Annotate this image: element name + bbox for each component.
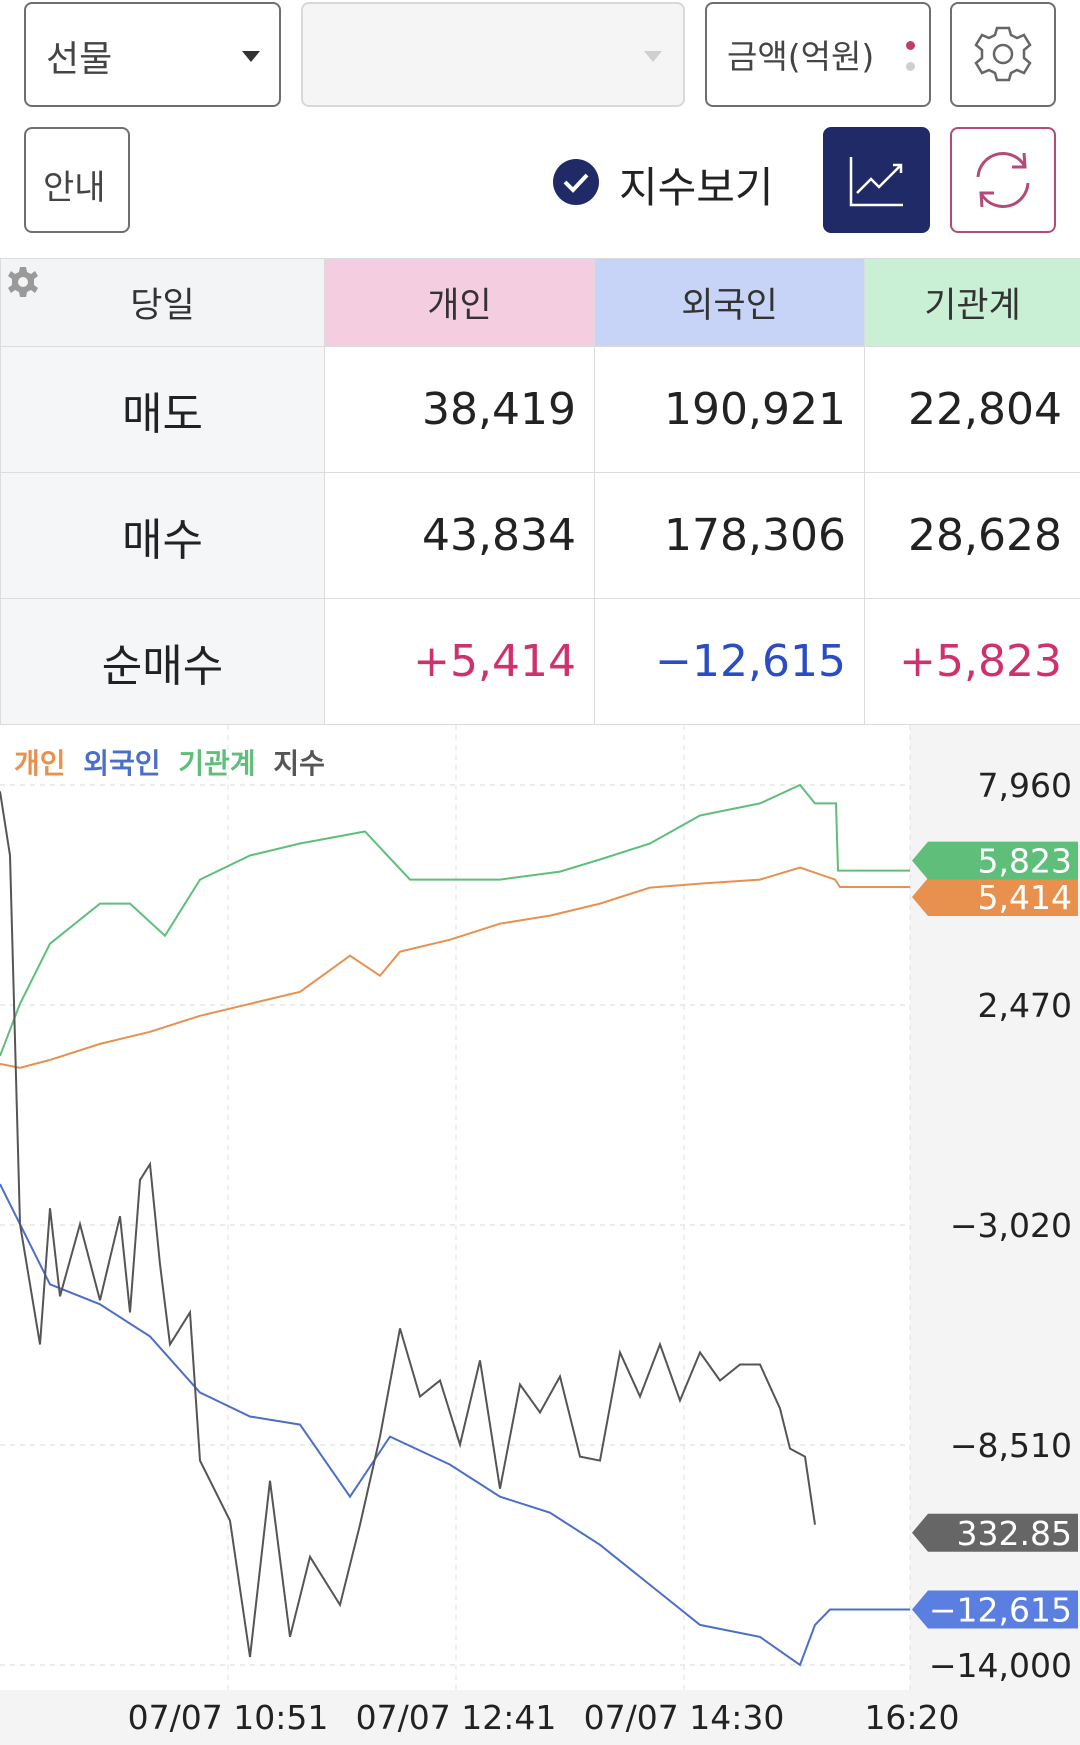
index-toggle-label: 지수보기: [619, 163, 774, 212]
index-toggle[interactable]: 지수보기: [552, 150, 782, 212]
end-label-text: 5,823: [978, 842, 1072, 881]
refresh-button[interactable]: [950, 127, 1056, 233]
cell-value: 43,834: [324, 472, 595, 599]
chart-legend: 개인 외국인 기관계 지수: [14, 742, 333, 782]
chart-lines: [0, 783, 910, 1667]
cell-value: 190,921: [594, 346, 865, 473]
y-tick-label: −3,020: [950, 1206, 1072, 1245]
end-label-개인: 5,414: [912, 878, 1078, 917]
investor-table: 당일 개인 외국인 기관계 매도 38,419 190,921 22,804 매…: [0, 258, 1080, 725]
chevron-down-icon: [242, 51, 260, 62]
end-label-tag: [912, 1513, 1078, 1552]
cell-value: 38,419: [324, 346, 595, 473]
end-label-tag: [912, 1590, 1078, 1629]
market-select-label: 선물: [46, 39, 113, 80]
end-label-tag: [912, 841, 1078, 880]
check-circle-icon: [553, 159, 599, 205]
legend-individual: 개인: [14, 747, 66, 780]
market-select[interactable]: 선물: [24, 2, 281, 107]
x-tick-label: 07/07 14:30: [584, 1698, 785, 1737]
row-label-buy: 매수: [0, 472, 325, 599]
header-foreign: 외국인: [594, 258, 865, 347]
end-label-text: 5,414: [978, 878, 1072, 917]
cell-value: 28,628: [864, 472, 1080, 599]
cell-value: −12,615: [594, 598, 865, 725]
series-line-개인: [0, 866, 910, 1069]
table-header: 당일 개인 외국인 기관계: [0, 258, 1080, 347]
series-line-지수: [0, 791, 816, 1658]
table-row: 순매수 +5,414 −12,615 +5,823: [0, 598, 1080, 725]
end-label-기관계: 5,823: [912, 841, 1078, 881]
legend-index: 지수: [273, 747, 325, 780]
settings-button[interactable]: [950, 2, 1056, 107]
refresh-icon: [976, 152, 1030, 208]
header-today: 당일: [0, 258, 325, 347]
chevron-down-icon: [644, 51, 662, 62]
row-label-sell: 매도: [0, 346, 325, 473]
y-axis-ticks: 7,960 2,470 −3,020 −8,510 −14,000: [929, 766, 1072, 1685]
y-tick-label: −8,510: [950, 1426, 1072, 1465]
cell-value: +5,823: [864, 598, 1080, 725]
series-line-외국인: [0, 1183, 910, 1667]
cell-value: +5,414: [324, 598, 595, 725]
end-label-tag: [912, 878, 1078, 917]
end-label-지수: 332.85: [912, 1513, 1078, 1553]
y-tick-label: 7,960: [978, 766, 1072, 805]
legend-institution: 기관계: [178, 747, 256, 780]
x-tick-label: 07/07 10:51: [128, 1698, 329, 1737]
chart-grid: [0, 725, 1080, 1745]
x-axis-ticks: 07/07 10:51 07/07 12:41 07/07 14:30 16:20: [128, 1698, 960, 1737]
unit-select-label: 금액(억원): [727, 37, 875, 76]
cell-value: 22,804: [864, 346, 1080, 473]
cell-value: 178,306: [594, 472, 865, 599]
investor-chart: 7,960 2,470 −3,020 −8,510 −14,000 07/07 10:5…: [0, 725, 1080, 1745]
x-tick-label: 16:20: [864, 1698, 959, 1737]
header-individual: 개인: [324, 258, 595, 347]
unit-select[interactable]: 금액(억원): [705, 2, 931, 107]
x-axis-panel: [0, 1690, 1080, 1745]
y-tick-label: 2,470: [978, 986, 1072, 1025]
end-label-text: 332.85: [957, 1514, 1072, 1553]
guide-button[interactable]: 안내: [24, 127, 130, 233]
table-settings-icon[interactable]: [5, 264, 41, 300]
guide-button-label: 안내: [43, 168, 106, 208]
chart-view-button[interactable]: [823, 127, 930, 233]
series-line-기관계: [0, 783, 910, 1057]
x-tick-label: 07/07 12:41: [356, 1698, 557, 1737]
line-chart-icon: [849, 157, 903, 207]
row-label-net-buy: 순매수: [0, 598, 325, 725]
table-row: 매도 38,419 190,921 22,804: [0, 346, 1080, 473]
end-label-text: −12,615: [929, 1590, 1072, 1629]
end-label-외국인: −12,615: [912, 1590, 1078, 1629]
legend-foreign: 외국인: [83, 747, 161, 780]
gear-icon: [974, 26, 1032, 82]
chart-background: [0, 725, 1080, 1745]
menu-dot-icon: [906, 62, 915, 71]
table-row: 매수 43,834 178,306 28,628: [0, 472, 1080, 599]
second-select[interactable]: [301, 2, 685, 107]
menu-dots-icon: [906, 41, 915, 50]
header-institution: 기관계: [864, 258, 1080, 347]
y-tick-label: −14,000: [929, 1646, 1072, 1685]
